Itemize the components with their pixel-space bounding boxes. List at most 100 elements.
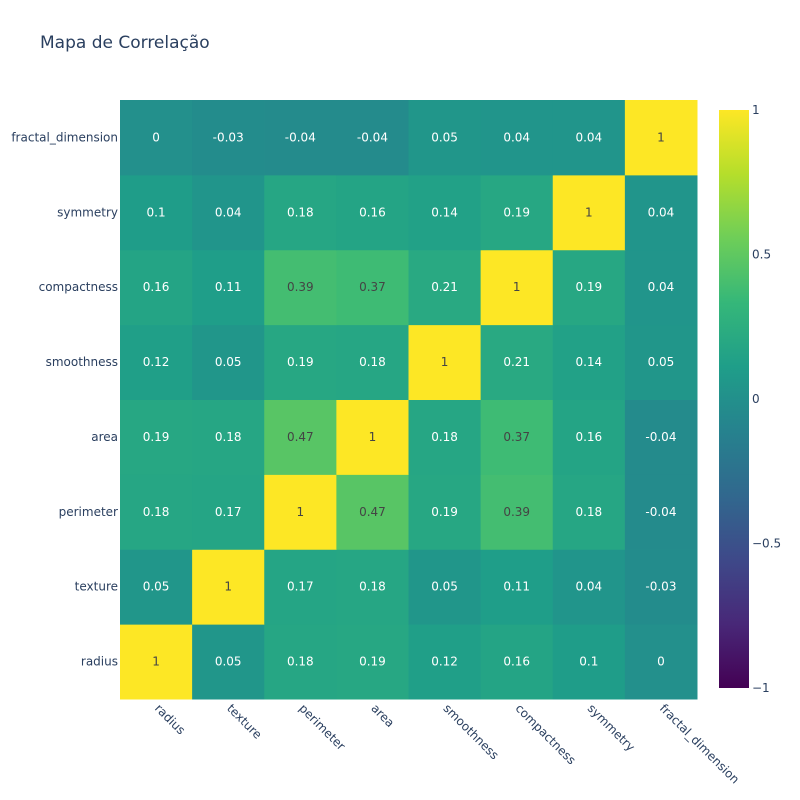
cell-value-label: 0.12 xyxy=(431,655,458,669)
cell-value-label: 0.47 xyxy=(359,505,386,519)
heatmap-cell xyxy=(192,624,265,700)
heatmap-cell xyxy=(336,324,409,400)
cell-value-label: -0.04 xyxy=(285,130,316,144)
cell-value-label: 0.18 xyxy=(359,355,386,369)
heatmap-cell xyxy=(480,549,554,625)
cell-value-label: -0.03 xyxy=(645,580,676,594)
colorbar-tick-label: −0.5 xyxy=(752,537,781,551)
y-tick-label: smoothness xyxy=(46,355,118,369)
x-tick-label: smoothness xyxy=(440,701,501,762)
x-tick-label: fractal_dimension xyxy=(657,701,742,786)
heatmap-cell xyxy=(480,249,554,326)
cell-value-label: 0.18 xyxy=(287,655,314,669)
cell-value-label: -0.03 xyxy=(213,130,244,144)
heatmap-cell xyxy=(552,324,626,400)
heatmap-cell xyxy=(336,474,409,550)
x-tick-label: radius xyxy=(152,701,188,737)
x-tick-label: symmetry xyxy=(585,701,638,754)
heatmap-cell xyxy=(264,399,337,475)
cell-value-label: 1 xyxy=(657,130,665,144)
cell-value-label: 0.05 xyxy=(431,580,458,594)
cell-value-label: 0.04 xyxy=(648,280,675,294)
cell-value-label: 0.19 xyxy=(287,355,314,369)
heatmap-cell xyxy=(408,174,482,251)
x-tick-label: compactness xyxy=(513,701,579,767)
cell-value-label: 0.04 xyxy=(575,580,602,594)
colorbar-tick-label: −1 xyxy=(752,681,770,695)
heatmap-cell xyxy=(120,174,193,251)
cell-value-label: 0.18 xyxy=(575,505,602,519)
y-tick-label: compactness xyxy=(39,280,118,294)
heatmap-cell xyxy=(336,249,409,326)
cell-value-label: 0.19 xyxy=(503,205,530,219)
cell-value-label: 0.17 xyxy=(215,505,242,519)
heatmap-cell xyxy=(192,324,265,400)
cell-value-label: 0.1 xyxy=(147,205,166,219)
cell-value-label: 0.17 xyxy=(287,580,314,594)
cell-value-label: 0.18 xyxy=(215,430,242,444)
colorbar-tick-label: 1 xyxy=(752,103,760,117)
heatmap-cell xyxy=(480,624,554,700)
cell-value-label: -0.04 xyxy=(645,505,676,519)
cell-value-label: 1 xyxy=(441,355,449,369)
cell-value-label: 0.39 xyxy=(287,280,314,294)
cell-value-label: -0.04 xyxy=(357,130,388,144)
heatmap-cell xyxy=(120,100,193,176)
heatmap-cell xyxy=(624,324,698,400)
cell-value-label: 0.04 xyxy=(575,130,602,144)
heatmap-cell xyxy=(264,624,337,700)
cell-value-label: 0.37 xyxy=(359,280,386,294)
heatmap-cell xyxy=(192,100,265,176)
x-tick-label: area xyxy=(368,701,397,730)
cell-value-label: 0.14 xyxy=(431,205,458,219)
heatmap-cell xyxy=(336,399,409,475)
colorbar xyxy=(719,110,749,688)
heatmap-cell xyxy=(408,100,482,176)
heatmap-cell xyxy=(408,399,482,475)
cell-value-label: 0 xyxy=(657,655,665,669)
cell-value-label: 0.05 xyxy=(431,130,458,144)
heatmap-cell xyxy=(192,474,265,550)
cell-value-label: 1 xyxy=(585,205,593,219)
x-tick-label: perimeter xyxy=(296,701,348,753)
cell-value-label: 1 xyxy=(152,655,160,669)
y-tick-label: texture xyxy=(75,580,118,594)
heatmap-cell xyxy=(624,624,698,700)
cell-value-label: 0.18 xyxy=(431,430,458,444)
heatmap-cell xyxy=(480,174,554,251)
cell-value-label: 0.16 xyxy=(359,205,386,219)
cell-value-label: 0.16 xyxy=(143,280,170,294)
heatmap-cell xyxy=(624,474,698,550)
heatmap-cell xyxy=(408,249,482,326)
chart-title: Mapa de Correlação xyxy=(40,33,210,53)
heatmap-cell xyxy=(336,549,409,625)
heatmap-cell xyxy=(120,624,193,700)
heatmap-cell xyxy=(336,624,409,700)
cell-value-label: 0.21 xyxy=(431,280,458,294)
cell-value-label: 0.05 xyxy=(648,355,675,369)
cell-value-label: 1 xyxy=(369,430,377,444)
heatmap-cell xyxy=(408,624,482,700)
cell-value-label: 0.39 xyxy=(503,505,530,519)
heatmap-cell xyxy=(120,549,193,625)
cell-value-label: 0.16 xyxy=(575,430,602,444)
heatmap-cell xyxy=(120,399,193,475)
heatmap-cell xyxy=(552,249,626,326)
cell-value-label: 0.19 xyxy=(431,505,458,519)
cell-value-label: -0.04 xyxy=(645,430,676,444)
y-tick-label: radius xyxy=(81,655,118,669)
cell-value-label: 0.05 xyxy=(215,355,242,369)
heatmap-cell xyxy=(120,249,193,326)
heatmap-cell xyxy=(480,324,554,400)
cell-value-label: 0.18 xyxy=(359,580,386,594)
cell-value-label: 0.16 xyxy=(503,655,530,669)
heatmap-cell xyxy=(480,100,554,176)
cell-value-label: 0.11 xyxy=(503,580,530,594)
heatmap-cell xyxy=(552,174,626,251)
cell-value-label: 0.47 xyxy=(287,430,314,444)
heatmap-cell xyxy=(552,399,626,475)
cell-value-label: 0.1 xyxy=(579,655,598,669)
heatmap-cell xyxy=(480,399,554,475)
heatmap-cell xyxy=(264,249,337,326)
cell-value-label: 0.04 xyxy=(215,205,242,219)
